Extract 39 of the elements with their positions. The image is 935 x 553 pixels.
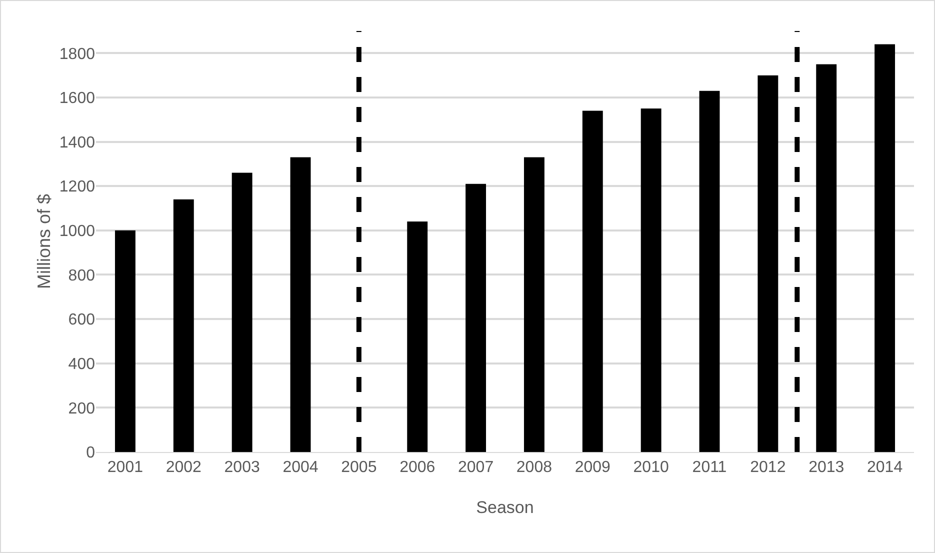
bar <box>874 44 896 452</box>
y-tick-label: 200 <box>68 400 96 418</box>
x-tick-label: 2012 <box>750 459 786 476</box>
bar <box>466 184 486 452</box>
bar <box>640 108 662 452</box>
x-tick-label: 2007 <box>458 459 494 476</box>
bar <box>114 230 136 452</box>
x-tick-label: 2014 <box>866 459 903 476</box>
bar <box>407 222 428 452</box>
bar <box>290 157 311 452</box>
x-tick-label: 2003 <box>224 459 260 476</box>
x-tick-label: 2011 <box>692 459 727 476</box>
y-tick-label: 600 <box>68 312 96 329</box>
bar <box>524 157 544 452</box>
bar <box>582 110 603 452</box>
bar <box>232 172 252 452</box>
x-tick-label: 2005 <box>341 459 377 476</box>
y-tick-label: 0 <box>86 444 96 462</box>
y-tick-label: 400 <box>68 356 96 373</box>
y-tick-label: 1200 <box>59 178 96 196</box>
x-tick-label: 2008 <box>516 459 552 476</box>
bar <box>758 75 778 452</box>
x-axis-title: Season <box>476 498 534 517</box>
y-axis-title: Millions of $ <box>34 194 54 290</box>
y-tick-label: 1400 <box>59 134 96 152</box>
x-tick-label: 2004 <box>282 459 318 476</box>
bar <box>173 199 194 452</box>
x-tick-label: 2009 <box>574 459 611 476</box>
y-tick-label: 1600 <box>59 90 96 108</box>
x-tick-label: 2002 <box>166 459 202 476</box>
y-tick-label: 1000 <box>59 223 96 240</box>
x-tick-label: 2006 <box>400 459 436 476</box>
x-tick-label: 2013 <box>808 459 844 476</box>
y-tick-label: 800 <box>68 267 96 284</box>
bar <box>816 64 837 452</box>
x-tick-label: 2001 <box>107 459 144 476</box>
bar <box>699 90 720 452</box>
x-tick-label: 2010 <box>633 459 669 476</box>
y-tick-label: 1800 <box>59 46 96 63</box>
